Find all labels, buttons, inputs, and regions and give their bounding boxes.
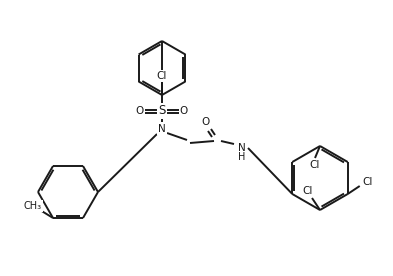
Text: Cl: Cl xyxy=(157,71,167,81)
Text: N: N xyxy=(238,143,246,153)
Text: CH₃: CH₃ xyxy=(24,201,42,211)
Text: H: H xyxy=(238,152,246,162)
Text: O: O xyxy=(202,117,210,127)
Text: S: S xyxy=(158,105,166,118)
Text: O: O xyxy=(180,106,188,116)
Text: Cl: Cl xyxy=(303,186,313,196)
Text: O: O xyxy=(136,106,144,116)
Text: Cl: Cl xyxy=(362,177,373,187)
Text: N: N xyxy=(158,124,166,134)
Text: Cl: Cl xyxy=(310,160,320,170)
